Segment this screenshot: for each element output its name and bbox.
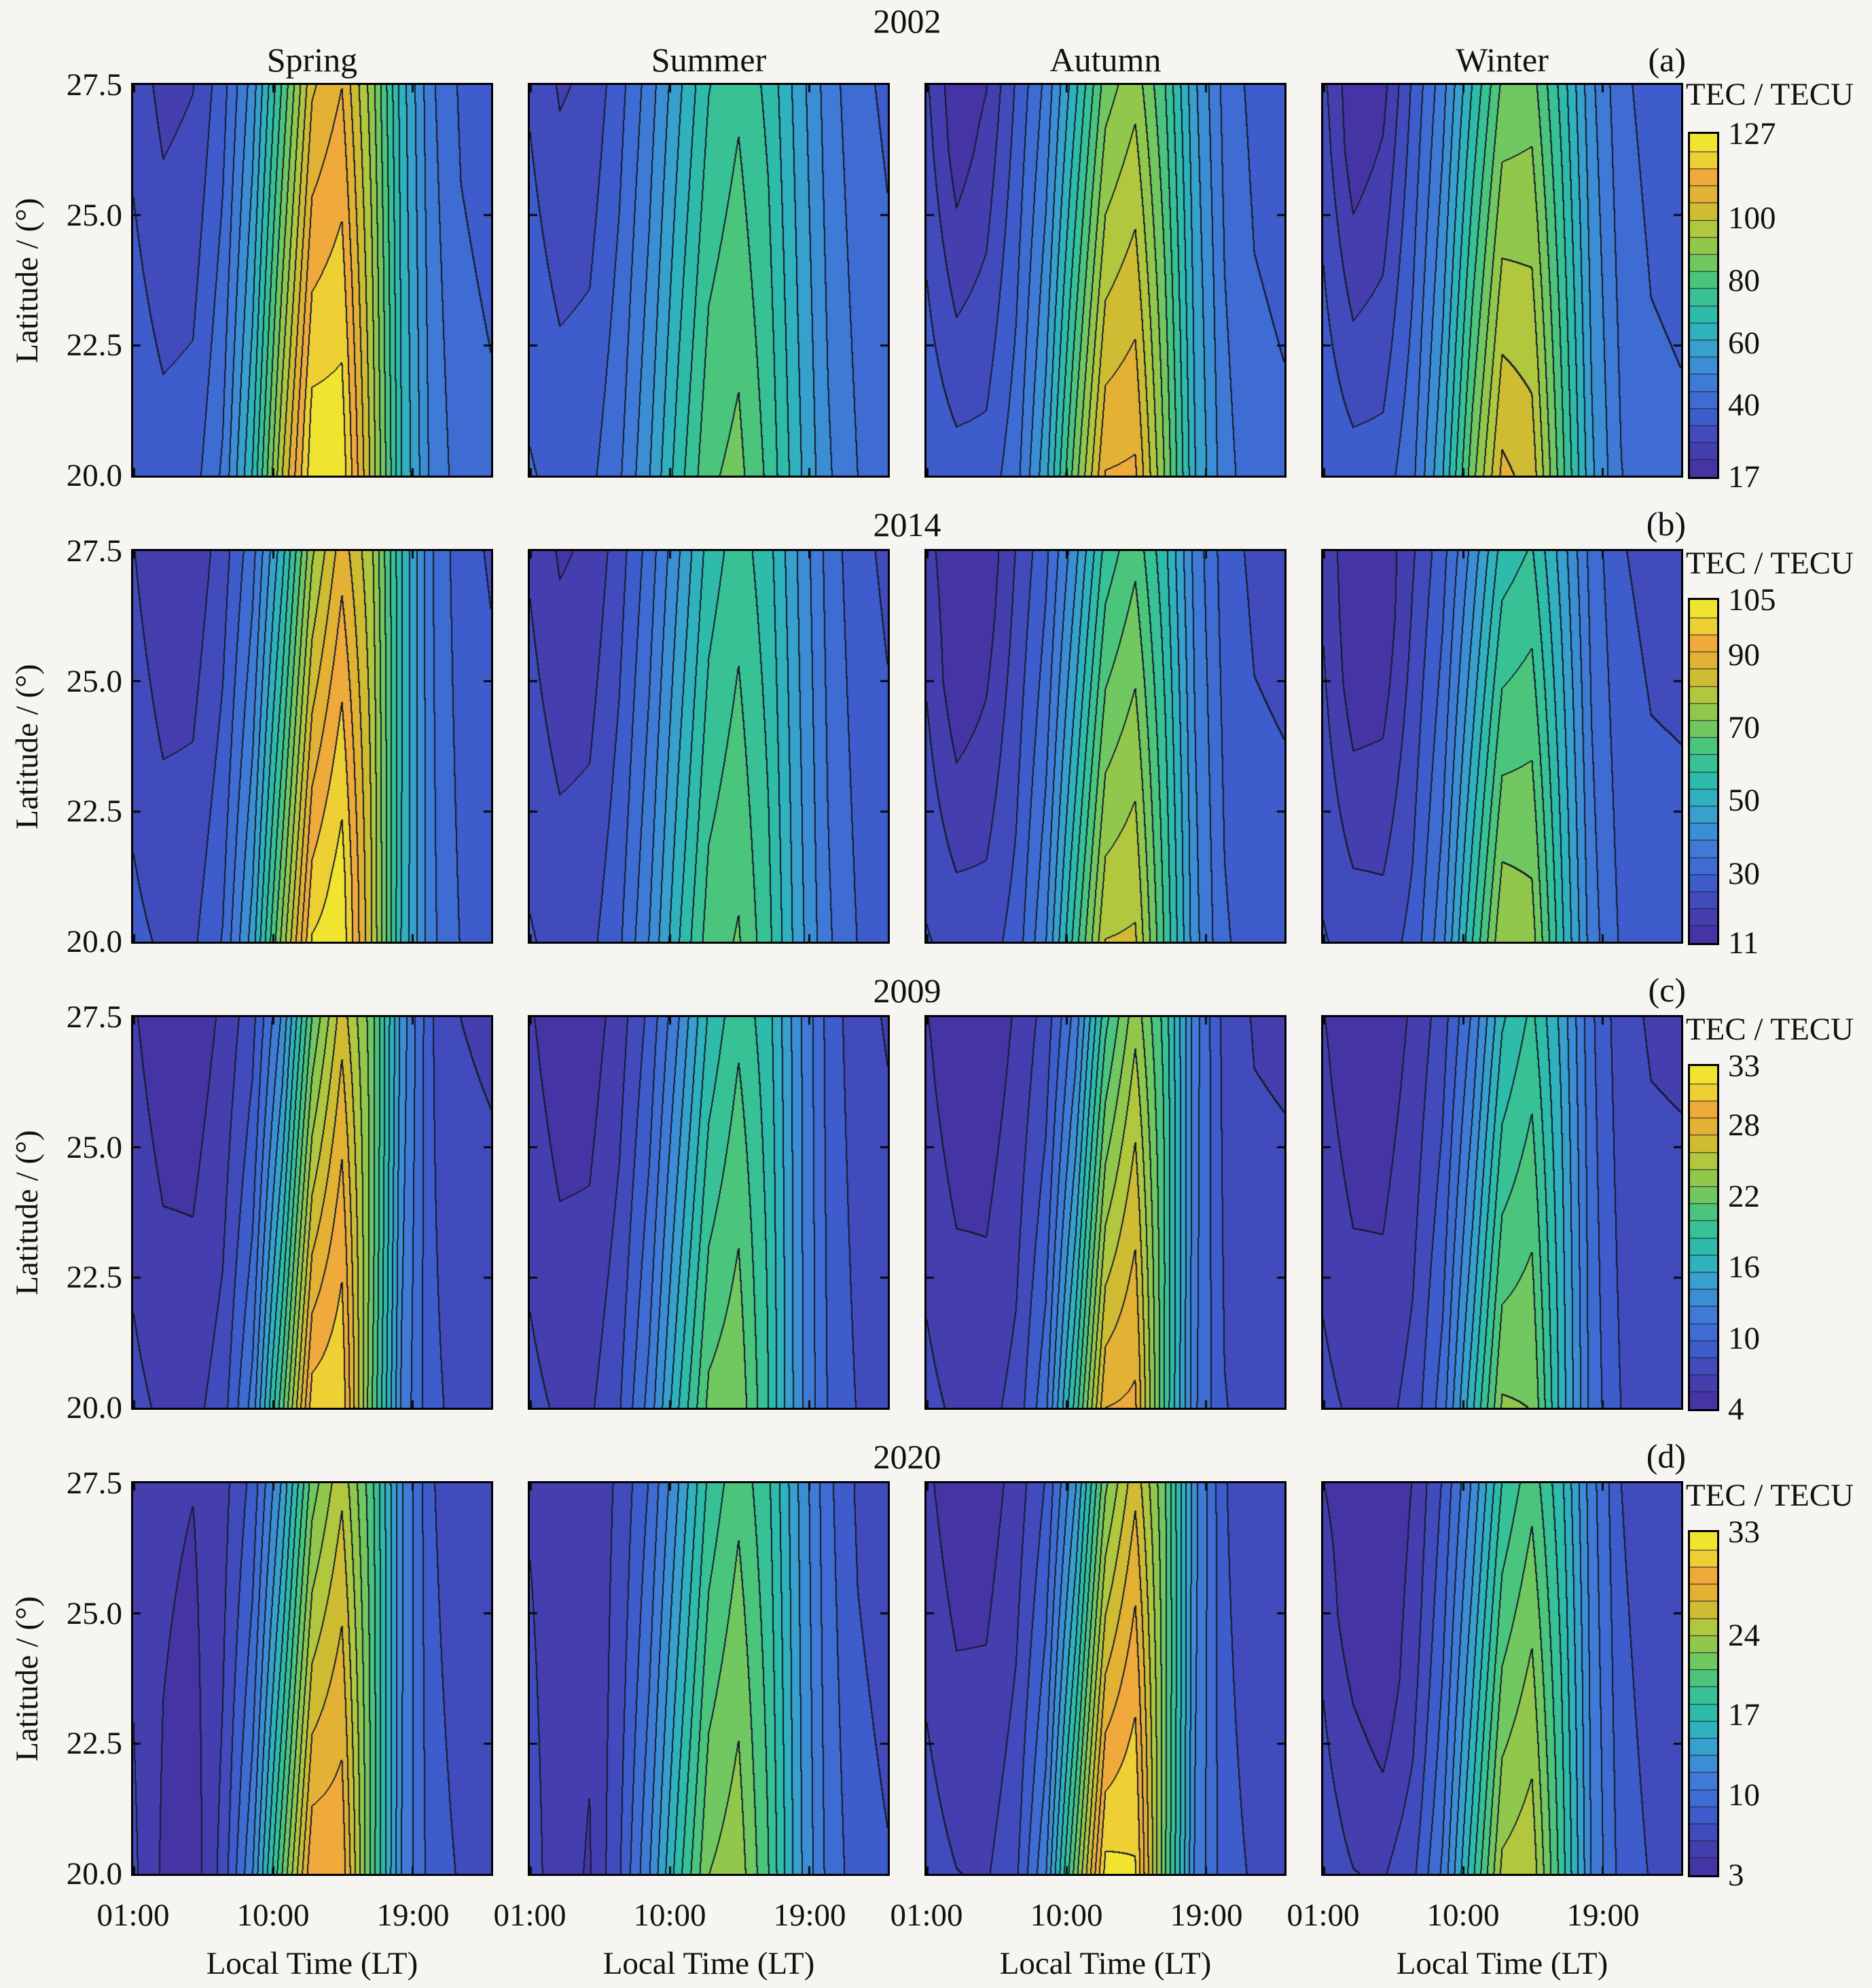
y-tick-label: 20.0 (66, 1390, 122, 1425)
y-tick-label: 25.0 (66, 1130, 122, 1165)
x-tick-label: 01:00 (493, 1898, 566, 1933)
colorbar-tick-label: 50 (1728, 783, 1760, 818)
x-tick-label: 01:00 (96, 1898, 170, 1933)
x-axis-label: Local Time (LT) (1396, 1946, 1608, 1981)
y-tick-label: 25.0 (66, 198, 122, 233)
colorbar-tick-label: 16 (1728, 1249, 1760, 1285)
y-tick-label: 20.0 (66, 458, 122, 493)
contour-panel-2002-summer (528, 83, 890, 478)
contour-panel-2014-winter (1321, 549, 1683, 944)
y-tick-label: 22.5 (66, 1260, 122, 1295)
colorbar-tick-label: 10 (1728, 1777, 1760, 1813)
contour-panel-2020-summer (528, 1481, 890, 1876)
contour-panel-2009-winter (1321, 1015, 1683, 1410)
colorbar-2014 (1688, 598, 1719, 945)
x-tick-label: 10:00 (236, 1898, 310, 1933)
colorbar-tick-label: 33 (1728, 1048, 1760, 1084)
contour-panel-2002-winter (1321, 83, 1683, 478)
row-title-year-2002: 2002 (873, 2, 941, 40)
contour-panel-2009-autumn (924, 1015, 1286, 1410)
x-axis-label: Local Time (LT) (602, 1946, 815, 1981)
x-tick-label: 10:00 (633, 1898, 706, 1933)
y-tick-label: 27.5 (66, 67, 122, 103)
colorbar-tick-label: 17 (1728, 459, 1760, 495)
contour-panel-2020-spring (131, 1481, 493, 1876)
column-title-winter: Winter (1456, 41, 1549, 79)
colorbar-2002 (1688, 132, 1719, 479)
colorbar-tick-label: 30 (1728, 856, 1760, 891)
x-axis-label: Local Time (LT) (206, 1946, 418, 1981)
colorbar-tick-label: 127 (1728, 116, 1776, 152)
colorbar-tick-label: 70 (1728, 710, 1760, 745)
contour-panel-2002-spring (131, 83, 493, 478)
x-tick-label: 19:00 (1170, 1898, 1243, 1933)
y-tick-label: 20.0 (66, 1856, 122, 1892)
colorbar-2020 (1688, 1530, 1719, 1877)
x-tick-label: 19:00 (376, 1898, 450, 1933)
panel-letter-b: (b) (1646, 505, 1686, 543)
colorbar-tick-label: 3 (1728, 1858, 1744, 1893)
contour-panel-2020-winter (1321, 1481, 1683, 1876)
row-title-year-2020: 2020 (873, 1438, 941, 1476)
colorbar-2009 (1688, 1064, 1719, 1411)
colorbar-tick-label: 40 (1728, 387, 1760, 423)
colorbar-title: TEC / TECU (1685, 77, 1854, 112)
colorbar-tick-label: 24 (1728, 1618, 1760, 1653)
colorbar-tick-label: 22 (1728, 1179, 1760, 1214)
colorbar-title: TEC / TECU (1685, 1478, 1854, 1513)
colorbar-tick-label: 80 (1728, 263, 1760, 298)
x-tick-label: 10:00 (1426, 1898, 1500, 1933)
y-tick-label: 22.5 (66, 1726, 122, 1761)
row-title-year-2009: 2009 (873, 972, 941, 1010)
colorbar-tick-label: 100 (1728, 200, 1776, 236)
contour-panel-2014-summer (528, 549, 890, 944)
colorbar-tick-label: 17 (1728, 1697, 1760, 1733)
y-tick-label: 22.5 (66, 327, 122, 363)
colorbar-tick-label: 11 (1728, 925, 1759, 961)
colorbar-tick-label: 4 (1728, 1391, 1744, 1427)
y-tick-label: 25.0 (66, 1596, 122, 1631)
colorbar-title: TEC / TECU (1685, 1012, 1854, 1047)
colorbar-tick-label: 10 (1728, 1321, 1760, 1356)
y-tick-label: 27.5 (66, 1466, 122, 1501)
contour-panel-2002-autumn (924, 83, 1286, 478)
column-title-summer: Summer (651, 41, 767, 79)
contour-panel-2009-summer (528, 1015, 890, 1410)
y-tick-label: 20.0 (66, 924, 122, 959)
y-tick-label: 27.5 (66, 533, 122, 569)
x-tick-label: 01:00 (1286, 1898, 1360, 1933)
colorbar-tick-label: 33 (1728, 1514, 1760, 1550)
x-axis-label: Local Time (LT) (999, 1946, 1212, 1981)
panel-letter-d: (d) (1646, 1437, 1686, 1475)
column-title-spring: Spring (266, 41, 358, 79)
x-tick-label: 01:00 (890, 1898, 963, 1933)
contour-panel-2014-autumn (924, 549, 1286, 944)
colorbar-tick-label: 105 (1728, 582, 1776, 618)
contour-panel-2020-autumn (924, 1481, 1286, 1876)
colorbar-tick-label: 90 (1728, 637, 1760, 673)
x-tick-label: 19:00 (773, 1898, 846, 1933)
colorbar-title: TEC / TECU (1685, 546, 1854, 581)
panel-letter-c: (c) (1648, 971, 1687, 1009)
contour-panel-2009-spring (131, 1015, 493, 1410)
panel-letter-a: (a) (1648, 41, 1687, 79)
colorbar-tick-label: 60 (1728, 325, 1760, 361)
column-title-autumn: Autumn (1049, 41, 1162, 79)
y-tick-label: 27.5 (66, 999, 122, 1035)
row-title-year-2014: 2014 (873, 505, 941, 544)
colorbar-tick-label: 28 (1728, 1107, 1760, 1143)
contour-panel-2014-spring (131, 549, 493, 944)
x-tick-label: 19:00 (1566, 1898, 1640, 1933)
x-tick-label: 10:00 (1030, 1898, 1103, 1933)
y-tick-label: 25.0 (66, 664, 122, 699)
y-tick-label: 22.5 (66, 794, 122, 829)
